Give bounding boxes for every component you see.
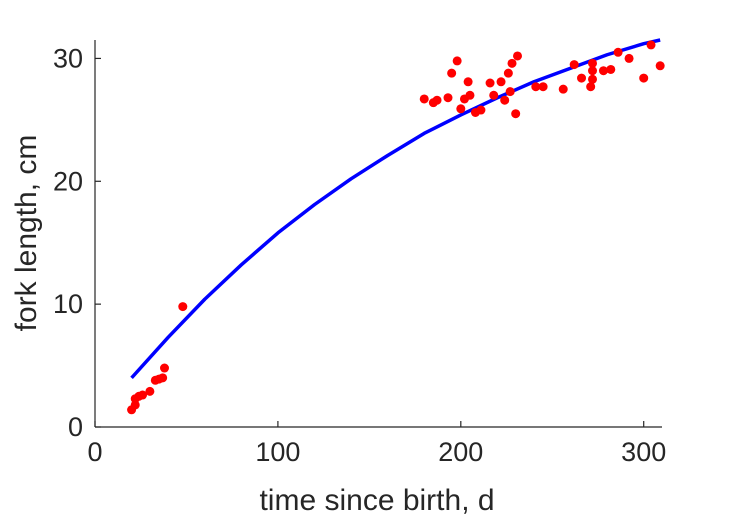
data-point bbox=[419, 94, 429, 104]
data-point bbox=[538, 82, 548, 92]
ticks: 0 100 200 300 0 10 20 30 bbox=[53, 43, 666, 467]
data-point bbox=[598, 66, 608, 76]
data-point bbox=[639, 73, 649, 83]
data-point bbox=[496, 77, 506, 87]
data-point bbox=[178, 302, 188, 312]
data-point bbox=[613, 47, 623, 57]
y-tick-label: 0 bbox=[68, 412, 83, 442]
fit-curve bbox=[130, 38, 661, 380]
data-point bbox=[500, 95, 510, 105]
y-tick-label: 20 bbox=[53, 166, 83, 196]
data-point bbox=[463, 77, 473, 87]
data-point bbox=[145, 386, 155, 396]
data-point bbox=[588, 58, 597, 68]
data-point bbox=[513, 51, 523, 61]
x-tick-label: 100 bbox=[255, 437, 300, 467]
data-point bbox=[531, 82, 541, 92]
x-tick-label: 200 bbox=[438, 437, 483, 467]
data-point bbox=[588, 74, 597, 84]
data-point bbox=[465, 90, 475, 100]
x-axis-label: time since birth, d bbox=[259, 484, 494, 517]
data-point bbox=[511, 109, 521, 119]
data-point bbox=[646, 40, 656, 50]
data-point bbox=[452, 56, 462, 66]
data-point bbox=[476, 105, 486, 115]
y-axis-label: fork length, cm bbox=[10, 135, 43, 332]
data-point bbox=[624, 53, 634, 63]
data-point bbox=[569, 60, 579, 70]
data-point bbox=[432, 95, 442, 105]
data-point bbox=[505, 87, 515, 97]
y-tick-label: 30 bbox=[53, 43, 83, 73]
data-point bbox=[138, 390, 148, 400]
data-point bbox=[503, 68, 513, 78]
data-point bbox=[655, 61, 665, 71]
data-point bbox=[158, 373, 168, 383]
data-point bbox=[586, 82, 596, 92]
data-point bbox=[577, 73, 587, 83]
data-point bbox=[456, 104, 466, 114]
data-point bbox=[443, 93, 453, 103]
data-point bbox=[160, 363, 169, 373]
data-point bbox=[130, 400, 140, 410]
data-point bbox=[507, 58, 517, 68]
x-tick-label: 0 bbox=[87, 437, 102, 467]
data-point bbox=[558, 84, 568, 94]
plot-area bbox=[127, 38, 665, 415]
x-tick-label: 300 bbox=[621, 437, 666, 467]
axes bbox=[94, 40, 662, 428]
data-point bbox=[489, 90, 499, 100]
data-point bbox=[447, 68, 457, 78]
y-tick-label: 10 bbox=[53, 289, 83, 319]
data-point bbox=[588, 66, 597, 76]
data-point bbox=[485, 78, 495, 88]
data-point bbox=[606, 64, 616, 74]
